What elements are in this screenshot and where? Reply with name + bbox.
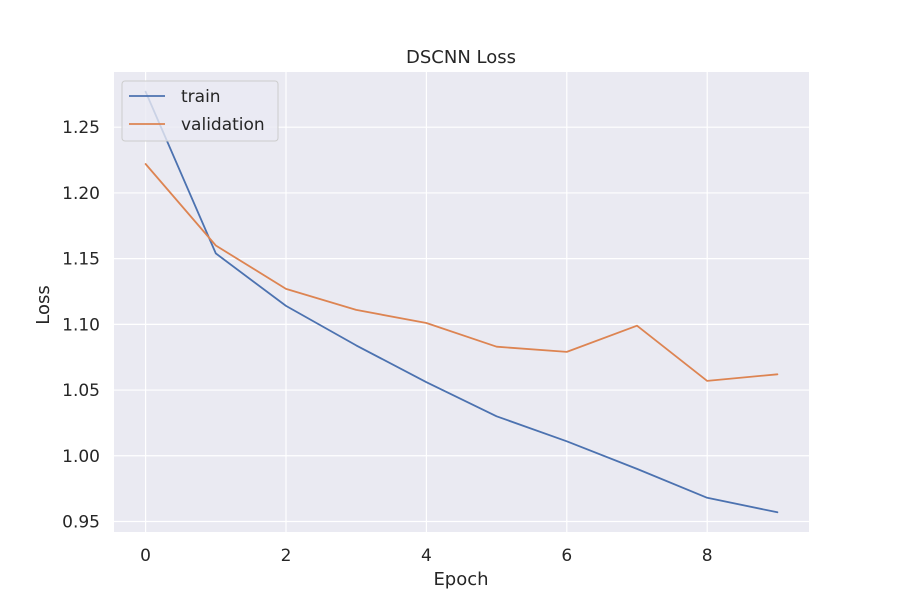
series-line-train: [144, 90, 779, 514]
legend: train validation: [121, 80, 279, 142]
series-lines: [144, 90, 779, 514]
y-tick-label: 1.05: [62, 381, 100, 401]
series-line-validation: [144, 163, 779, 382]
x-tick-label: 0: [140, 546, 151, 566]
y-tick-label: 1.00: [62, 447, 100, 467]
x-tick-labels: 0 2 4 6 8: [140, 546, 712, 566]
x-tick-label: 6: [561, 546, 572, 566]
chart-title: DSCNN Loss: [406, 47, 516, 68]
grid-lines: [114, 72, 809, 532]
y-tick-label: 1.15: [62, 250, 100, 270]
x-tick-label: 2: [281, 546, 292, 566]
x-tick-label: 8: [702, 546, 713, 566]
x-axis-label: Epoch: [433, 569, 488, 590]
y-tick-label: 1.20: [62, 184, 100, 204]
y-tick-label: 1.10: [62, 315, 100, 335]
legend-label-train: train: [181, 87, 221, 107]
legend-label-validation: validation: [181, 115, 265, 135]
y-tick-label: 1.25: [62, 118, 100, 138]
x-tick-label: 4: [421, 546, 432, 566]
y-axis-label: Loss: [33, 285, 54, 324]
y-tick-label: 0.95: [62, 512, 100, 532]
y-tick-labels: 0.95 1.00 1.05 1.10 1.15 1.20 1.25: [62, 118, 100, 532]
